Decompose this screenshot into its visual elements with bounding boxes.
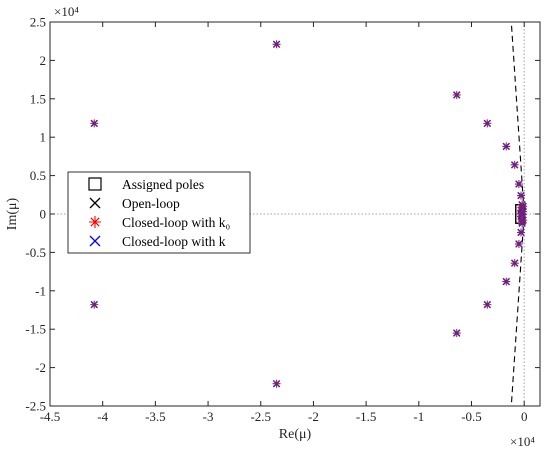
legend: Assigned poles Open-loop Closed-loop with …: [67, 171, 251, 254]
closed-loop-k-point: [453, 91, 461, 99]
legend-square-marker: [88, 177, 102, 191]
x-axis-label: Re(μ): [279, 427, 312, 442]
closed-loop-k-point: [502, 277, 510, 286]
closed-loop-k-point: [502, 142, 510, 151]
closed-loop-k-point: [511, 161, 519, 169]
closed-loop-k-point: [272, 40, 281, 48]
x-tick-label: -1: [413, 409, 424, 424]
closed-loop-k-point: [90, 119, 98, 128]
y-tick-label: 1.5: [30, 91, 46, 106]
damping-line-1: [510, 213, 525, 403]
closed-loop-k-point: [511, 259, 519, 267]
y-axis-exponent: ×10⁴: [54, 4, 79, 19]
closed-loop-k-point: [483, 119, 491, 128]
x-tick-label: -1.5: [356, 409, 377, 424]
closed-loop-k-point: [483, 300, 491, 309]
x-tick-label: -4: [97, 409, 108, 424]
pole-markers: [90, 40, 528, 388]
axis-ticks: -4.5 -4 -3.5 -3 -2.5 -2 -1.5 -1 -0.5 0 -2.5 -2 -1.5 -…: [25, 15, 540, 424]
x-tick-label: -0.5: [461, 409, 482, 424]
y-tick-label: 0.5: [30, 168, 46, 183]
closed-loop-k-point: [515, 180, 523, 188]
closed-loop-k-point: [517, 228, 525, 237]
closed-loop-k-point: [518, 210, 526, 218]
legend-x-marker: [89, 197, 101, 209]
closed-loop-k-point: [519, 202, 527, 210]
legend-entry-label: Closed-loop with k: [122, 234, 226, 249]
closed-loop-k-point: [515, 240, 523, 248]
legend-entry-label: Open-loop: [122, 196, 180, 211]
closed-loop-k-point: [272, 380, 281, 388]
legend-asterisk-marker: [89, 216, 101, 228]
legend-x-marker: [89, 235, 101, 247]
y-axis-label: Im(μ): [5, 197, 20, 230]
y-tick-label: 0: [40, 207, 47, 222]
x-tick-label: -2.5: [250, 409, 271, 424]
damping-line-0: [510, 25, 525, 215]
closed-loop-k-point: [90, 300, 98, 309]
y-tick-label: -1: [35, 283, 46, 298]
y-tick-label: -1.5: [25, 322, 46, 337]
y-tick-label: -2: [35, 360, 46, 375]
y-tick-label: -0.5: [25, 245, 46, 260]
y-tick-label: 1: [40, 130, 47, 145]
y-tick-label: -2.5: [25, 399, 46, 414]
y-tick-label: 2: [40, 53, 47, 68]
x-tick-label: -4.5: [40, 409, 61, 424]
damping-boundary-lines: [510, 25, 525, 403]
legend-entry-label: Closed-loop with k₀: [122, 215, 230, 230]
closed-loop-k-point: [517, 191, 525, 200]
x-tick-label: -2: [308, 409, 319, 424]
legend-entry-label: Assigned poles: [122, 177, 204, 192]
x-tick-label: 0: [521, 409, 528, 424]
x-tick-label: -3.5: [145, 409, 166, 424]
x-axis-exponent: ×10⁴: [510, 434, 535, 449]
closed-loop-k-point: [518, 218, 526, 226]
x-tick-label: -3: [203, 409, 214, 424]
closed-loop-k-point: [453, 329, 461, 337]
y-tick-label: 2.5: [30, 15, 46, 30]
legend-box: [67, 171, 251, 254]
